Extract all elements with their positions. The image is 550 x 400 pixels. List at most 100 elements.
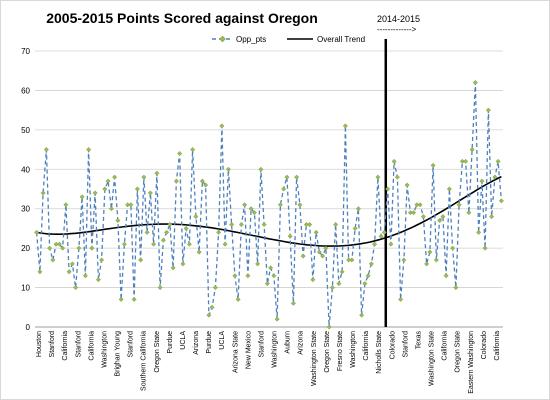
x-tick-label: Purdue [167,331,174,354]
opp-pts-marker [261,222,267,227]
opp-pts-marker [173,178,179,184]
opp-pts-marker [352,225,358,231]
opp-pts-marker [86,147,92,153]
x-tick-label: Eastern Washington [468,331,475,394]
opp-pts-marker [346,257,352,263]
opp-pts-marker [326,324,332,330]
opp-pts-marker [56,241,62,247]
opp-pts-marker [235,296,241,302]
x-tick-label: New Mexico [245,331,252,369]
opp-pts-marker [375,174,381,180]
opp-pts-marker [63,202,69,208]
x-tick-label: Arizona [193,331,200,355]
x-tick-label: Fresno State [337,331,344,371]
opp-pts-marker [320,253,326,259]
opp-pts-marker [394,174,400,180]
opp-pts-marker [401,257,407,263]
x-tick-label: California [62,331,69,361]
opp-pts-marker [238,222,244,227]
y-tick-label: 50 [21,126,30,135]
x-tick-label: Purdue [206,331,213,354]
opp-pts-marker [47,245,53,251]
opp-pts-marker [453,285,459,291]
opp-pts-marker [287,233,293,239]
opp-pts-marker [485,107,491,113]
opp-pts-marker [167,222,173,227]
x-tick-label: Oregon State [154,331,161,373]
opp-pts-marker [492,174,498,180]
opp-pts-marker [199,178,205,184]
opp-pts-line [35,82,503,328]
opp-pts-marker [209,304,215,310]
opp-pts-marker [433,257,439,263]
opp-pts-marker [294,174,300,180]
opp-pts-marker [125,202,131,208]
opp-pts-marker [147,190,153,196]
opp-pts-marker [50,257,56,263]
x-tick-label: UCLA [219,331,226,350]
opp-pts-marker [105,178,111,184]
opp-pts-marker [115,218,121,224]
opp-pts-marker [242,202,248,208]
opp-pts-marker [459,158,465,164]
opp-pts-marker [333,222,339,227]
opp-pts-marker [479,178,485,184]
x-tick-label: Stanford [402,331,409,358]
opp-pts-marker [472,80,478,86]
opp-pts-marker [108,206,114,212]
x-tick-label: Stanford [258,331,265,358]
x-tick-label: Nicholls State [376,331,383,374]
opp-pts-markers [34,80,504,330]
opp-pts-marker [404,182,410,188]
opp-pts-marker [92,190,98,196]
opp-pts-marker [141,174,147,180]
opp-pts-marker [290,300,296,306]
opp-pts-marker [420,214,426,220]
opp-pts-marker [284,174,290,180]
opp-pts-marker [359,312,365,318]
legend-trend-label: Overall Trend [317,35,365,44]
opp-pts-marker [430,162,436,168]
y-axis-ticks: 0 10 20 30 40 50 60 70 [21,47,30,332]
x-axis-ticks: Houston Stanford California Stanford Califor… [36,331,501,394]
opp-pts-marker [212,285,218,291]
opp-pts-marker [342,123,348,129]
opp-pts-marker [245,273,251,279]
x-tick-label: Arizona State [232,331,239,373]
opp-pts-marker [368,261,374,267]
opp-pts-marker [362,281,368,287]
x-tick-label: Washington State [429,331,436,386]
opp-pts-marker [183,225,189,231]
y-tick-label: 30 [21,205,30,214]
opp-pts-marker [89,245,95,251]
opp-pts-marker [427,249,433,255]
opp-pts-marker [128,202,134,208]
opp-pts-marker [310,277,316,283]
opp-pts-marker [339,269,345,275]
opp-pts-marker [144,229,150,235]
opp-pts-marker [443,273,449,279]
opp-pts-marker [43,147,49,153]
opp-pts-marker [277,202,283,208]
opp-pts-marker [372,241,378,247]
opp-pts-marker [336,281,342,287]
x-tick-label: Washington [350,331,357,368]
x-tick-label: Colorado [481,331,488,360]
opp-pts-marker [398,296,404,302]
opp-pts-marker [180,261,186,267]
legend-opp-pts-marker [219,35,226,43]
opp-pts-marker [66,269,72,275]
opp-pts-marker [281,186,287,192]
opp-pts-marker [437,218,443,224]
opp-pts-marker [323,245,329,251]
opp-pts-marker [206,312,212,318]
x-tick-label: UCLA [180,331,187,350]
legend: Opp_pts Overall Trend [212,35,365,44]
opp-pts-marker [391,158,397,164]
opp-pts-marker [82,273,88,279]
opp-pts-marker [424,261,430,267]
opp-pts-marker [118,296,124,302]
opp-pts-marker [154,170,160,176]
opp-pts-marker [255,261,261,267]
